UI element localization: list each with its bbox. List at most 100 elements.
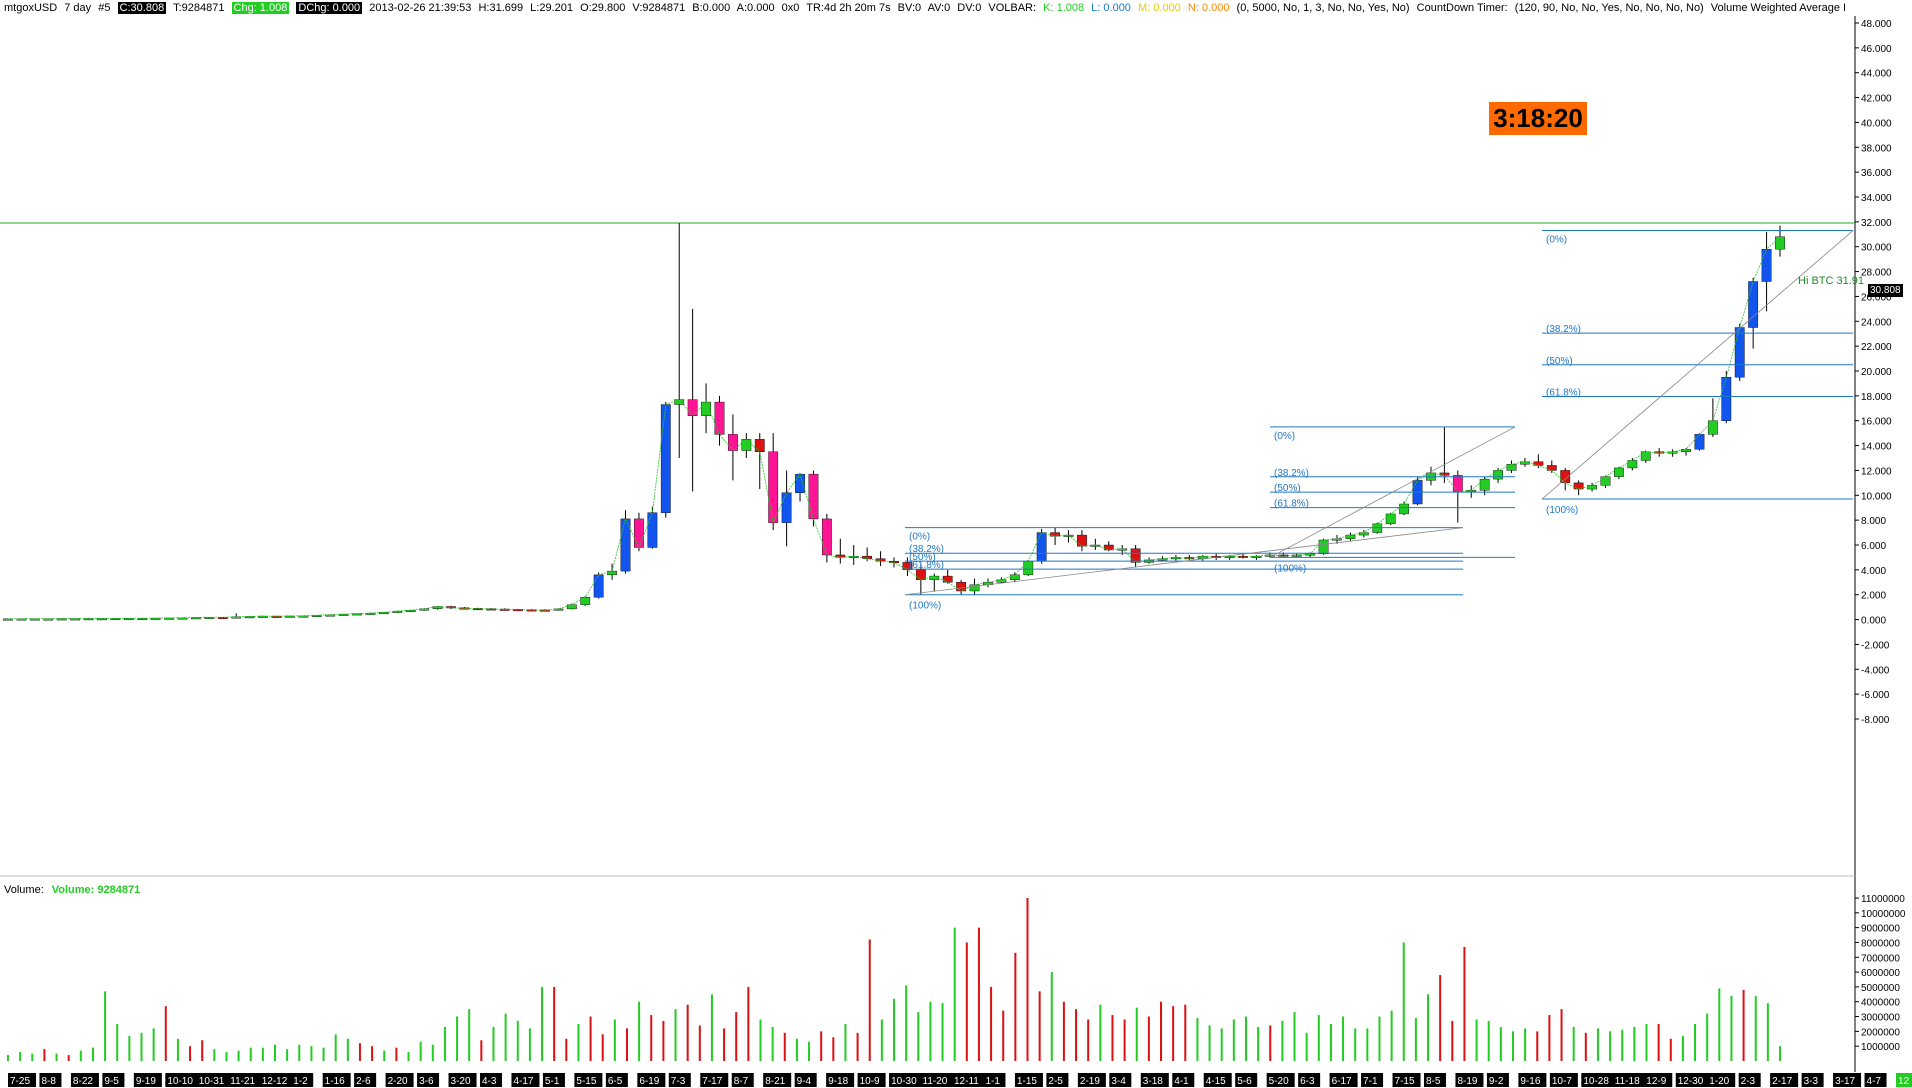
date-label-bg xyxy=(826,1073,855,1087)
high-value: H:31.699 xyxy=(478,2,524,14)
price-tick-label: 36.000 xyxy=(1861,168,1892,179)
candle-body xyxy=(593,574,604,598)
date-label-bg xyxy=(228,1073,263,1087)
candle-body xyxy=(1506,464,1517,471)
date-label-bg xyxy=(1707,1073,1736,1087)
volume-bar xyxy=(480,1040,483,1061)
volume-bar xyxy=(1135,1007,1138,1061)
volume-bar xyxy=(917,1012,920,1061)
date-label-bg xyxy=(417,1073,440,1087)
ask-value: A:0.000 xyxy=(736,2,775,14)
price-tick-label: 2.000 xyxy=(1861,591,1886,602)
date-label-bg xyxy=(1361,1073,1384,1087)
volume-bar xyxy=(1694,1023,1697,1061)
date-label-bg xyxy=(1455,1073,1484,1087)
volume-bar xyxy=(128,1035,131,1061)
date-label: 7-1 xyxy=(1363,1076,1378,1087)
volume-bar xyxy=(152,1028,155,1061)
date-label-bg xyxy=(637,1073,666,1087)
date-label: 2-19 xyxy=(1080,1076,1100,1087)
candle-body xyxy=(1761,248,1772,282)
volume-bar xyxy=(735,1012,738,1061)
fib-trend-line xyxy=(1541,230,1854,500)
price-tick-label: 30.000 xyxy=(1861,243,1892,254)
candle-body xyxy=(808,473,819,520)
volume-bar xyxy=(650,1015,653,1061)
volume-tick-label: 5000000 xyxy=(1861,983,1900,994)
date-label: 2-3 xyxy=(1741,1076,1756,1087)
date-label: 10-9 xyxy=(860,1076,880,1087)
volume-bar xyxy=(1754,995,1757,1061)
date-label: 12-30 xyxy=(1678,1076,1704,1087)
volbar-l: L: 0.000 xyxy=(1091,2,1131,14)
volume-bar xyxy=(941,1003,944,1061)
date-label: 4-17 xyxy=(513,1076,533,1087)
hi-btc-label: Hi BTC 31.91 xyxy=(1798,275,1865,287)
candle-body xyxy=(795,473,805,493)
volume-bar xyxy=(1414,1018,1417,1061)
date-label: 12-12 xyxy=(262,1076,288,1087)
volume-bar xyxy=(116,1023,119,1061)
candle-body xyxy=(1694,434,1705,450)
volume-bar xyxy=(468,1009,471,1061)
candle-body xyxy=(392,610,403,613)
volume-bar xyxy=(759,1019,762,1061)
candle-body xyxy=(1667,451,1678,454)
price-tick-label: 32.000 xyxy=(1861,218,1892,229)
fib-level-label: (50%) xyxy=(1546,356,1573,367)
volume-bar xyxy=(1681,1035,1684,1061)
date-label-bg xyxy=(1675,1073,1710,1087)
fib-level-label: (0%) xyxy=(909,532,930,543)
volume-bar xyxy=(358,1043,361,1061)
volume-bar xyxy=(346,1038,349,1061)
volume-bar xyxy=(965,942,968,1061)
date-label: 2-6 xyxy=(356,1076,371,1087)
price-tick-label: 8.000 xyxy=(1861,516,1886,527)
candle-body xyxy=(741,439,752,451)
volume-bar xyxy=(1766,1003,1769,1061)
volume-bar xyxy=(1342,1016,1345,1061)
hex-value: 0x0 xyxy=(781,2,800,14)
date-label: 4-15 xyxy=(1206,1076,1226,1087)
price-tick-label: 4.000 xyxy=(1861,566,1886,577)
candle-body xyxy=(1614,467,1624,477)
volbar-params: (0, 5000, No, 1, 3, No, No, Yes, No) xyxy=(1236,2,1410,14)
date-label: 6-3 xyxy=(1300,1076,1315,1087)
volume-bar xyxy=(1378,1016,1381,1061)
date-label-bg xyxy=(354,1073,377,1087)
volume-bar xyxy=(771,1026,774,1061)
volume-bar xyxy=(1014,952,1017,1061)
date-label: 7-17 xyxy=(702,1076,722,1087)
date-label: 3-6 xyxy=(419,1076,434,1087)
candle-body xyxy=(660,404,671,513)
close-value: C:30.808 xyxy=(117,2,167,14)
volume-bar xyxy=(1439,975,1442,1061)
candle-body xyxy=(1023,560,1034,576)
volume-bar xyxy=(1572,1026,1575,1061)
volume-tick-label: 3000000 xyxy=(1861,1013,1900,1024)
date-label-bg xyxy=(70,1073,99,1087)
volume-bar xyxy=(249,1047,252,1061)
date-label-bg xyxy=(1581,1073,1616,1087)
date-label: 3-18 xyxy=(1143,1076,1163,1087)
volume-bar xyxy=(176,1038,179,1061)
volume-bar xyxy=(1633,1026,1636,1061)
volume-bar xyxy=(213,1049,216,1061)
volume-bar xyxy=(613,1019,616,1061)
volume-bar xyxy=(674,1009,677,1061)
date-label: 6-5 xyxy=(608,1076,623,1087)
volume-bar xyxy=(1208,1025,1211,1061)
date-label: 4-7 xyxy=(1867,1076,1882,1087)
date-label-bg xyxy=(1864,1073,1887,1087)
date-label: 3-4 xyxy=(1111,1076,1126,1087)
candle-body xyxy=(1345,534,1356,539)
volume-label: Volume: xyxy=(4,884,44,896)
volume-tick-label: 11000000 xyxy=(1861,894,1905,905)
volume-bar xyxy=(1257,1026,1260,1061)
candle-body xyxy=(1479,478,1490,491)
date-label-bg xyxy=(1833,1073,1862,1087)
candle-body xyxy=(1493,470,1503,480)
date-label: 2-5 xyxy=(1048,1076,1063,1087)
candle-body xyxy=(1063,534,1074,537)
